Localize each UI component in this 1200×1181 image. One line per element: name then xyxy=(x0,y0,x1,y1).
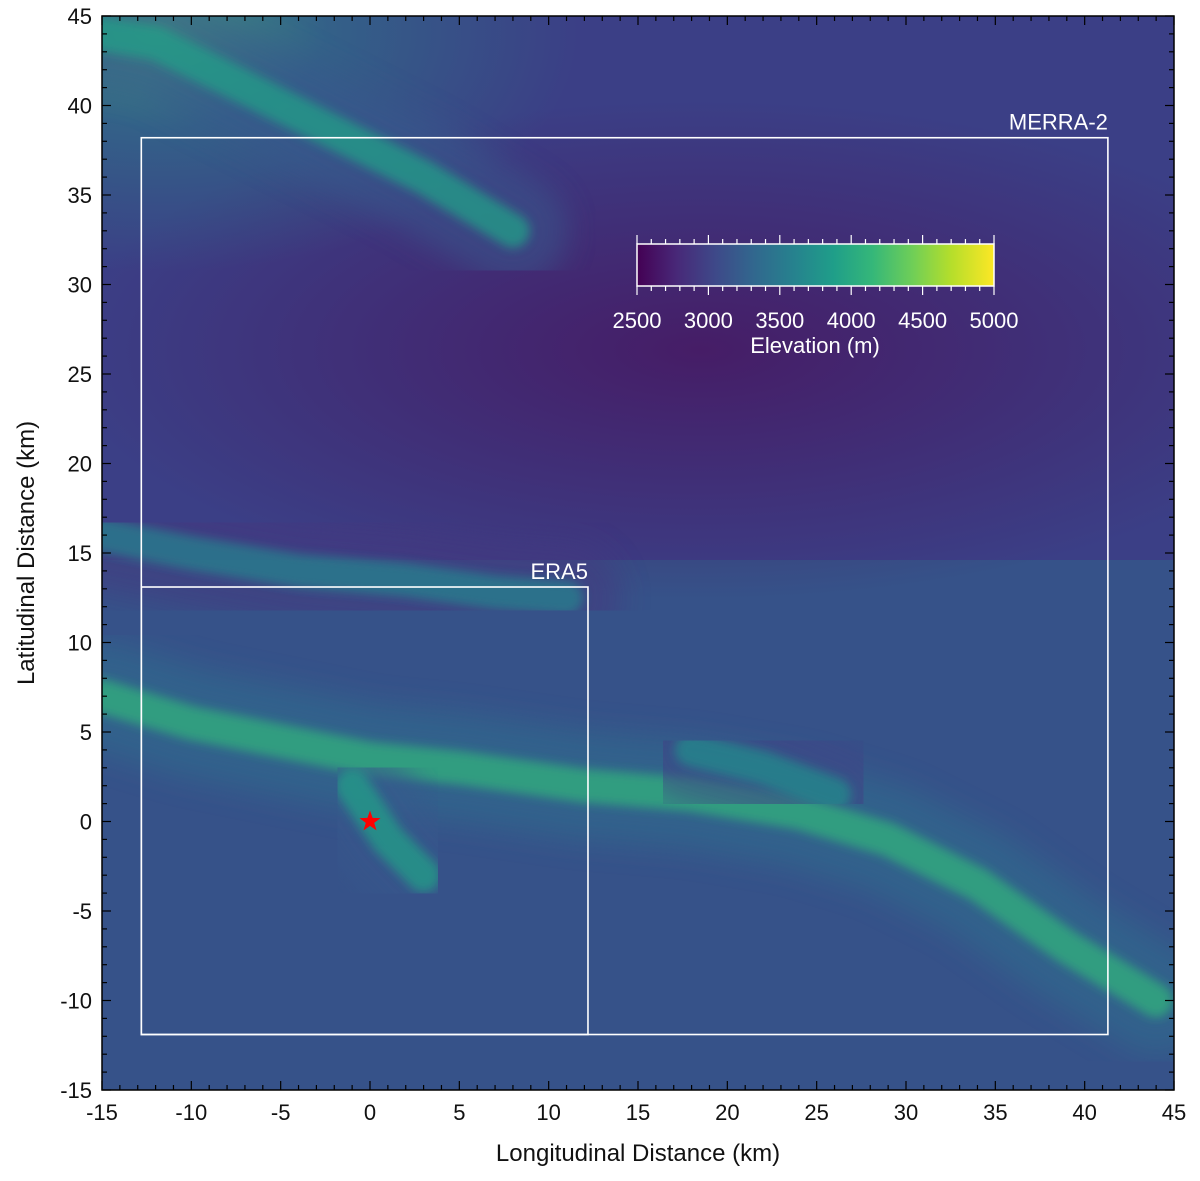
elevation-colorbar: 2500 3000 3500 4000 4500 5000 Elevation (m) xyxy=(613,235,1019,358)
x-tick-label: -10 xyxy=(175,1100,207,1125)
y-tick-label: 35 xyxy=(68,183,92,208)
x-tick-label: 5 xyxy=(453,1100,465,1125)
x-tick-label: 15 xyxy=(626,1100,650,1125)
x-tick-label: 25 xyxy=(804,1100,828,1125)
domain-box-label: MERRA-2 xyxy=(1009,110,1108,135)
colorbar-title: Elevation (m) xyxy=(750,333,880,358)
y-tick-label: 30 xyxy=(68,273,92,298)
low-elevation-corner xyxy=(102,990,680,1090)
y-tick-label: 25 xyxy=(68,362,92,387)
colorbar-tick-label: 3500 xyxy=(755,308,804,333)
colorbar-gradient xyxy=(636,243,995,287)
axis-ticks xyxy=(101,15,1175,1091)
y-tick-label: -5 xyxy=(72,899,92,924)
y-tick-label: 45 xyxy=(68,4,92,29)
y-tick-label: 15 xyxy=(68,541,92,566)
x-tick-label: 30 xyxy=(894,1100,918,1125)
x-tick-label: 20 xyxy=(715,1100,739,1125)
colorbar-tick-label: 3000 xyxy=(684,308,733,333)
y-tick-label: 10 xyxy=(68,631,92,656)
ridge-crest xyxy=(102,679,1174,1018)
y-axis-tick-labels: -15 -10 -5 0 5 10 15 20 25 30 35 40 45 xyxy=(60,4,92,1103)
x-tick-label: 0 xyxy=(364,1100,376,1125)
y-tick-label: 0 xyxy=(80,810,92,835)
elevation-heatmap xyxy=(102,16,1174,1090)
x-tick-label: -5 xyxy=(271,1100,291,1125)
domain-box-era5 xyxy=(140,586,589,1036)
x-tick-label: 40 xyxy=(1072,1100,1096,1125)
ridge-crest xyxy=(102,518,584,615)
colorbar-tick-label: 4000 xyxy=(827,308,876,333)
y-axis-title: Latitudinal Distance (km) xyxy=(13,421,40,685)
ridge-crest xyxy=(335,768,441,893)
site-star-icon xyxy=(359,810,381,831)
y-tick-label: -15 xyxy=(60,1078,92,1103)
x-tick-label: -15 xyxy=(86,1100,118,1125)
y-tick-label: 5 xyxy=(80,720,92,745)
y-tick-label: -10 xyxy=(60,989,92,1014)
domain-boxes: MERRA-2 ERA5 xyxy=(140,110,1109,1036)
y-tick-label: 40 xyxy=(68,94,92,119)
y-tick-label: 20 xyxy=(68,452,92,477)
x-axis-tick-labels: -15 -10 -5 0 5 10 15 20 25 30 35 40 45 xyxy=(86,1100,1186,1125)
colorbar-tick-label: 5000 xyxy=(970,308,1019,333)
ridge-layer xyxy=(102,16,1174,1056)
domain-box-merra-2 xyxy=(140,136,1109,1036)
ridge-crest xyxy=(102,16,530,248)
colorbar-tick-label: 4500 xyxy=(898,308,947,333)
domain-box-label: ERA5 xyxy=(530,559,587,584)
x-tick-label: 45 xyxy=(1162,1100,1186,1125)
site-marker-layer xyxy=(359,810,381,831)
x-tick-label: 35 xyxy=(983,1100,1007,1125)
colorbar-ticks: 2500 3000 3500 4000 4500 5000 xyxy=(613,235,1019,333)
x-tick-label: 10 xyxy=(536,1100,560,1125)
ridge-crest xyxy=(674,732,852,812)
x-axis-title: Longitudinal Distance (km) xyxy=(496,1140,780,1167)
colorbar-tick-label: 2500 xyxy=(613,308,662,333)
